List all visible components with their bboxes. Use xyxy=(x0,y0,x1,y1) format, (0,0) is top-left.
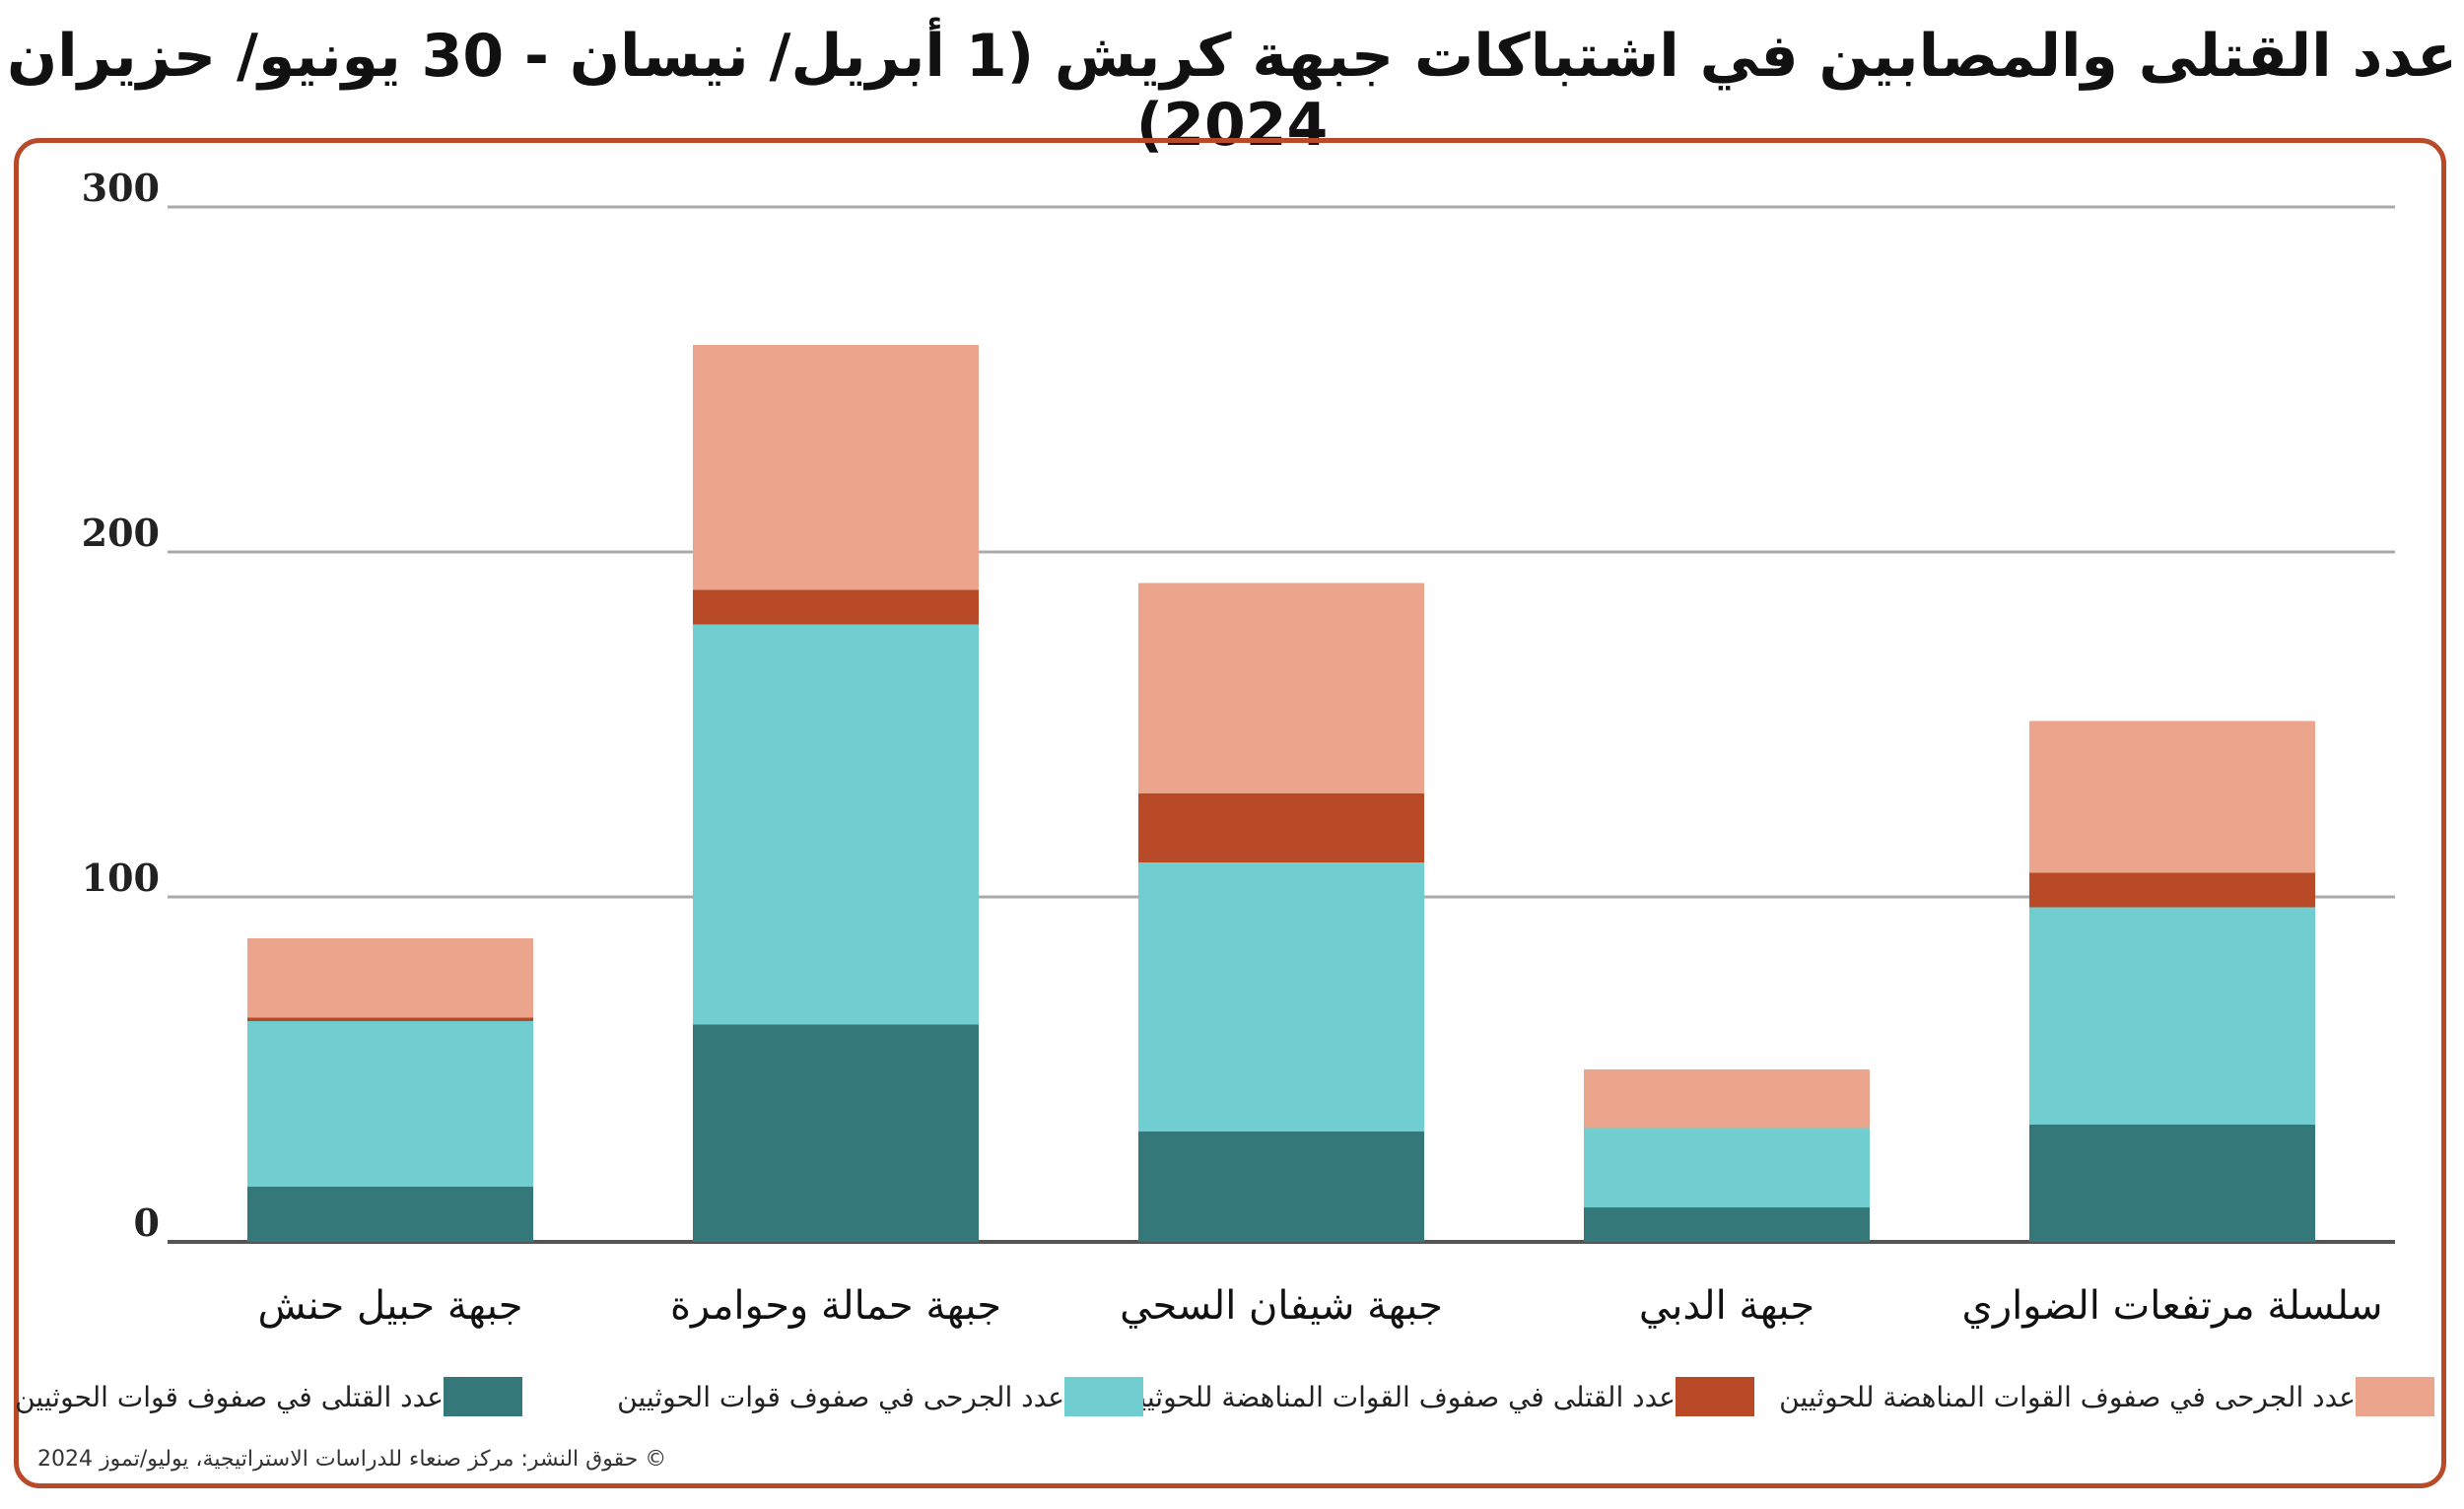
legend-item-2: عدد الجرحى في صفوف قوات الحوثيين xyxy=(607,1372,1143,1421)
bar-segment-c2-s0 xyxy=(1138,1132,1424,1242)
x-category-label-4: سلسلة مرتفعات الضواري xyxy=(1962,1283,2383,1329)
bar-segment-c1-s0 xyxy=(693,1024,979,1242)
bar-segment-c1-s3 xyxy=(693,345,979,590)
bar-segment-c4-s0 xyxy=(2029,1125,2315,1242)
legend-item-1: عدد القتلى في صفوف القوات المناهضة للحوث… xyxy=(1108,1372,1754,1421)
legend-label: عدد الجرحى في صفوف قوات الحوثيين xyxy=(617,1380,1064,1413)
bar-segment-c0-s0 xyxy=(247,1187,533,1242)
y-tick-label-200: 200 xyxy=(82,511,160,555)
legend-swatch xyxy=(1676,1377,1754,1416)
x-category-label-2: جبهة شيفان السحي xyxy=(1120,1283,1443,1329)
legend-label: عدد القتلى في صفوف القوات المناهضة للحوث… xyxy=(1118,1380,1676,1413)
bar-segment-c4-s3 xyxy=(2029,720,2315,873)
legend-swatch xyxy=(1064,1377,1143,1416)
legend-label: عدد القتلى في صفوف قوات الحوثيين xyxy=(15,1380,444,1413)
bar-segment-c0-s1 xyxy=(247,1021,533,1187)
bar-segment-c3-s3 xyxy=(1584,1069,1870,1129)
y-tick-label-300: 300 xyxy=(82,166,160,210)
legend-label: عدد الجرحى في صفوف القوات المناهضة للحوث… xyxy=(1779,1380,2356,1413)
bar-segment-c1-s2 xyxy=(693,589,979,625)
bar-segment-c0-s2 xyxy=(247,1017,533,1021)
legend-swatch xyxy=(2356,1377,2434,1416)
bar-segment-c2-s1 xyxy=(1138,862,1424,1132)
bar-segment-c3-s0 xyxy=(1584,1207,1870,1242)
chart-frame xyxy=(14,138,2446,1488)
chart-canvas: 0 100 200 300 جبهة حبيل حنش جبهة حمالة وحوامر… xyxy=(82,166,2395,1329)
bar-segment-c4-s2 xyxy=(2029,872,2315,908)
bar-segment-c4-s1 xyxy=(2029,907,2315,1125)
bar-segment-c0-s3 xyxy=(247,938,533,1018)
bar-segment-c2-s3 xyxy=(1138,583,1424,793)
copyright-note: © حقوق النشر: مركز صنعاء للدراسات الاستر… xyxy=(37,1447,667,1472)
y-tick-label-100: 100 xyxy=(82,856,160,900)
x-category-label-0: جبهة حبيل حنش xyxy=(257,1283,522,1329)
chart-legend: عدد الجرحى في صفوف القوات المناهضة للحوث… xyxy=(15,1372,2434,1421)
x-category-label-1: جبهة حمالة وحوامرة xyxy=(670,1283,1001,1329)
bar-segment-c1-s1 xyxy=(693,624,979,1025)
legend-item-3: عدد القتلى في صفوف قوات الحوثيين xyxy=(5,1372,522,1421)
chart-title: عدد القتلى والمصابين في اشتباكات جبهة كر… xyxy=(6,22,2458,160)
legend-item-0: عدد الجرحى في صفوف القوات المناهضة للحوث… xyxy=(1769,1372,2434,1421)
bar-segment-c3-s1 xyxy=(1584,1128,1870,1207)
bar-segment-c2-s2 xyxy=(1138,793,1424,862)
x-category-label-3: جبهة الدبي xyxy=(1639,1283,1814,1329)
y-tick-label-0: 0 xyxy=(134,1200,160,1245)
legend-swatch xyxy=(444,1377,522,1416)
